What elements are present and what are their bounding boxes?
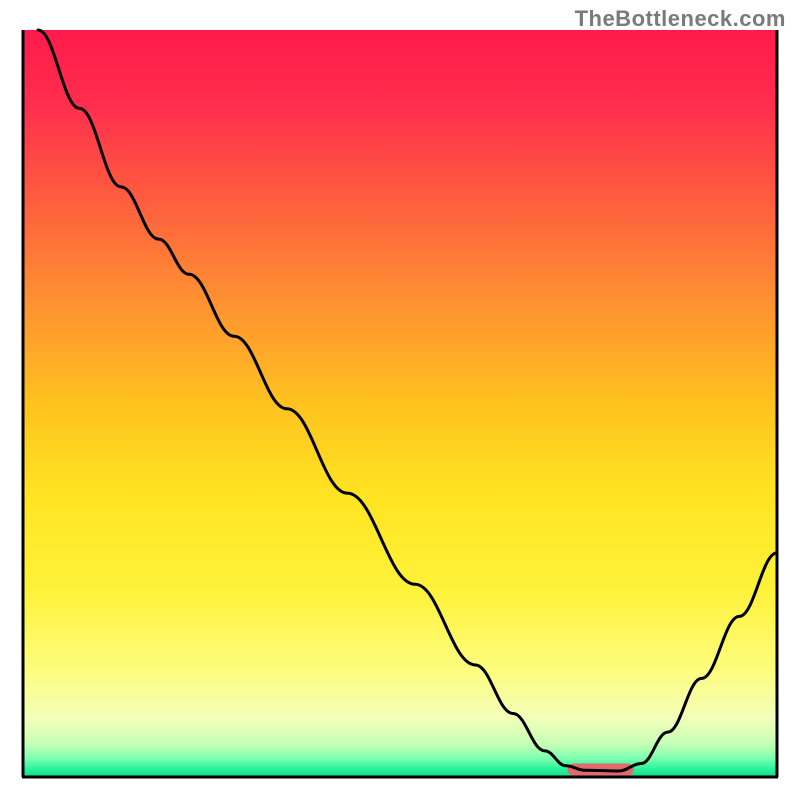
watermark-text: TheBottleneck.com [575, 6, 786, 32]
chart-svg [0, 0, 800, 800]
chart-container: TheBottleneck.com [0, 0, 800, 800]
gradient-background [23, 30, 777, 777]
plot-area [22, 30, 778, 777]
